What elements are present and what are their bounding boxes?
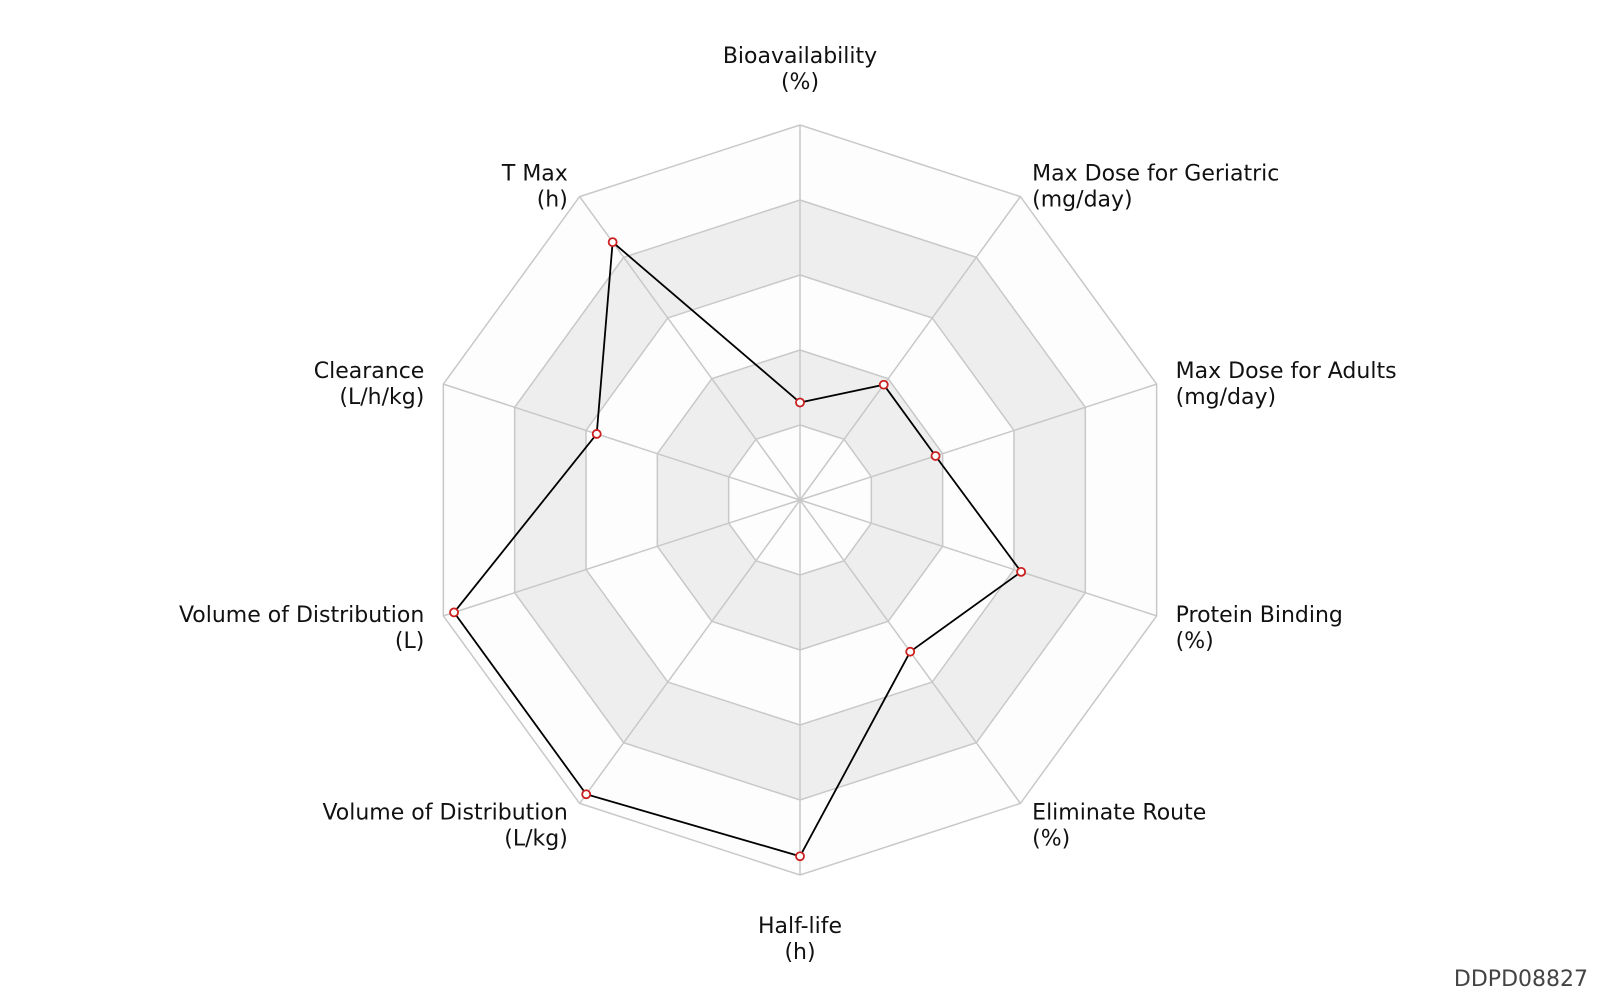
axis-label-unit: (%) [781, 70, 819, 95]
radar-axis-spokes [443, 125, 1157, 875]
axis-spoke-3 [799, 383, 1157, 501]
axis-label-6: Half-life (h) [758, 914, 842, 965]
axis-spoke-2 [799, 196, 1022, 501]
axis-label-3: Max Dose for Adults (mg/day) [1176, 359, 1397, 410]
data-point-4 [1016, 566, 1027, 577]
axis-label-9: Clearance (L/h/kg) [314, 359, 425, 410]
data-point-10 [607, 237, 618, 248]
axis-label-5: Eliminate Route (%) [1032, 801, 1206, 852]
data-point-2 [878, 379, 889, 390]
axis-label-1: Bioavailability (%) [723, 44, 877, 95]
data-point-7 [581, 789, 592, 800]
axis-label-name: Volume of Distribution [179, 603, 424, 628]
axis-label-name: Max Dose for Adults [1176, 359, 1397, 384]
axis-label-unit: (%) [1032, 827, 1070, 852]
data-point-6 [795, 851, 805, 862]
axis-label-8: Volume of Distribution (L) [179, 603, 424, 654]
data-point-8 [449, 607, 459, 618]
radar-series [449, 237, 1027, 862]
data-point-1 [795, 397, 805, 408]
axis-label-unit: (mg/day) [1176, 385, 1276, 410]
axis-label-2: Max Dose for Geriatric (mg/day) [1032, 161, 1279, 212]
radar-axis-labels: Bioavailability (%)Max Dose for Geriatric… [179, 44, 1397, 965]
axis-label-unit: (mg/day) [1032, 187, 1132, 212]
axis-label-unit: (h) [537, 187, 568, 212]
axis-label-unit: (L/kg) [504, 827, 568, 852]
axis-label-4: Protein Binding (%) [1176, 603, 1343, 654]
axis-spoke-10 [578, 196, 801, 501]
axis-label-name: Bioavailability [723, 44, 877, 69]
axis-label-7: Volume of Distribution (L/kg) [322, 801, 567, 852]
axis-spoke-8 [443, 499, 801, 617]
axis-label-unit: (%) [1176, 629, 1214, 654]
axis-label-name: Half-life [758, 914, 842, 939]
axis-label-unit: (L/h/kg) [339, 385, 424, 410]
data-point-9 [591, 429, 602, 439]
axis-spoke-9 [443, 383, 801, 501]
axis-label-name: Max Dose for Geriatric [1032, 161, 1279, 186]
axis-spoke-4 [799, 499, 1157, 617]
axis-label-name: Clearance [314, 359, 425, 384]
data-point-3 [930, 451, 941, 461]
watermark-id: DDPD08827 [1453, 967, 1588, 992]
axis-label-unit: (L) [395, 629, 424, 654]
axis-label-unit: (h) [784, 940, 815, 965]
axis-label-name: Eliminate Route [1032, 801, 1206, 826]
data-point-5 [905, 646, 916, 657]
axis-label-name: Volume of Distribution [322, 801, 567, 826]
axis-spoke-7 [578, 499, 801, 804]
axis-label-name: Protein Binding [1176, 603, 1343, 628]
axis-label-name: T Max [501, 161, 568, 186]
axis-label-10: T Max (h) [501, 161, 568, 212]
